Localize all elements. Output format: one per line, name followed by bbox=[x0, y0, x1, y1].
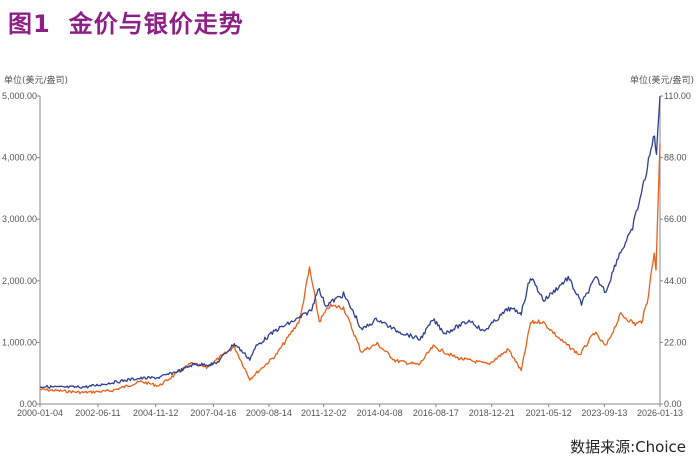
gold-price-line bbox=[39, 95, 661, 389]
x-tick-label: 2021-05-12 bbox=[526, 408, 572, 418]
x-tick-label: 2018-12-21 bbox=[469, 408, 515, 418]
chart-plot-area bbox=[39, 95, 661, 395]
right-tick-label: 0.00 bbox=[664, 399, 682, 409]
left-axis-unit-label: 单位(美元/盎司) bbox=[4, 74, 68, 86]
x-tick-label: 2002-06-11 bbox=[75, 408, 120, 418]
silver-price-line bbox=[39, 143, 661, 395]
x-tick-label: 2011-12-02 bbox=[301, 408, 346, 418]
chart-axes: 0.00 1,000.00 2,000.00 3,000.00 4,000.00 5,00… bbox=[2, 91, 691, 418]
left-tick-label: 3,000.00 bbox=[2, 214, 37, 224]
figure-number: 图1 bbox=[8, 10, 51, 38]
x-tick-label: 2009-08-14 bbox=[246, 408, 292, 418]
figure-title-text: 金价与银价走势 bbox=[68, 10, 244, 38]
x-tick-label: 2023-09-13 bbox=[581, 408, 627, 418]
right-tick-label: 110.00 bbox=[664, 91, 691, 101]
figure-title: 图1 金价与银价走势 bbox=[8, 4, 244, 38]
x-tick-label: 2026-01-13 bbox=[637, 408, 683, 418]
right-axis-unit-label: 单位(美元/盎司) bbox=[630, 74, 694, 86]
left-tick-label: 2,000.00 bbox=[2, 276, 37, 286]
source-note: 数据来源:Choice bbox=[570, 438, 686, 456]
right-tick-label: 88.00 bbox=[664, 153, 687, 163]
right-tick-label: 44.00 bbox=[664, 276, 687, 286]
x-tick-label: 2004-11-12 bbox=[133, 408, 178, 418]
left-tick-label: 4,000.00 bbox=[2, 153, 37, 163]
left-tick-label: 5,000.00 bbox=[2, 91, 37, 101]
x-tick-label: 2016-08-17 bbox=[413, 408, 459, 418]
x-tick-label: 2000-01-04 bbox=[17, 408, 63, 418]
right-tick-label: 22.00 bbox=[664, 337, 687, 347]
x-tick-label: 2014-04-08 bbox=[357, 408, 403, 418]
left-tick-label: 1,000.00 bbox=[2, 337, 37, 347]
right-tick-label: 66.00 bbox=[664, 214, 687, 224]
x-tick-label: 2007-04-16 bbox=[190, 408, 236, 418]
left-tick-label: 0.00 bbox=[19, 399, 37, 409]
